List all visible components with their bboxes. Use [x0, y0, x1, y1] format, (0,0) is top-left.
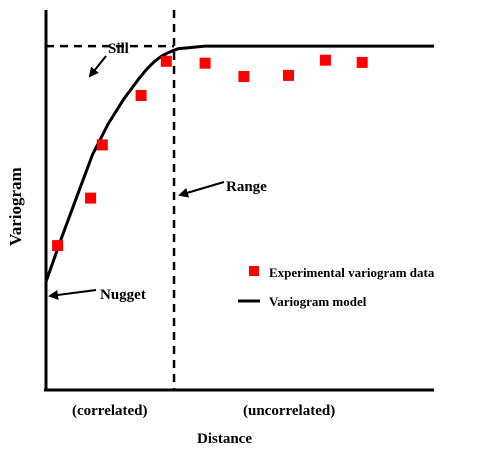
- data-point: [135, 90, 147, 101]
- y-axis-title: Variogram: [6, 167, 25, 246]
- legend-label-model: Variogram model: [269, 294, 367, 309]
- uncorrelated-region-label: (uncorrelated): [243, 403, 335, 419]
- legend-label-experimental: Experimental variogram data: [269, 265, 435, 280]
- data-point: [160, 55, 172, 67]
- data-point: [52, 240, 64, 252]
- sill-arrow: [88, 55, 107, 78]
- sill-label: Sill: [108, 41, 129, 57]
- data-point: [85, 192, 97, 204]
- data-point: [356, 56, 368, 68]
- data-point: [319, 54, 331, 66]
- legend-marker-experimental: [249, 266, 259, 276]
- x-axis-title: Distance: [197, 431, 252, 447]
- experimental-points: [52, 54, 368, 252]
- data-point: [199, 57, 211, 69]
- data-point: [238, 71, 250, 82]
- range-label: Range: [226, 179, 267, 195]
- correlated-region-label: (correlated): [72, 403, 148, 419]
- nugget-arrow: [48, 289, 97, 300]
- data-point: [96, 139, 108, 151]
- range-arrow: [178, 181, 225, 198]
- nugget-label: Nugget: [100, 287, 146, 303]
- variogram-model-line: [44, 44, 434, 283]
- data-point: [283, 69, 294, 81]
